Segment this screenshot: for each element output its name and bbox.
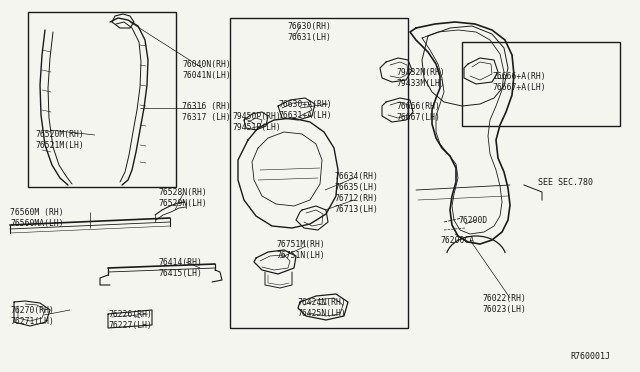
Text: 76751M(RH)
76751N(LH): 76751M(RH) 76751N(LH)	[276, 240, 324, 260]
Text: 76200D: 76200D	[458, 216, 487, 225]
Text: 76560M (RH)
76560MA(LH): 76560M (RH) 76560MA(LH)	[10, 208, 63, 228]
Text: 76226(RH)
76227(LH): 76226(RH) 76227(LH)	[108, 310, 152, 330]
Text: 76634(RH)
76635(LH): 76634(RH) 76635(LH)	[334, 172, 378, 192]
Text: 79432M(RH)
79433M(LH): 79432M(RH) 79433M(LH)	[396, 68, 445, 88]
Text: SEE SEC.780: SEE SEC.780	[538, 178, 593, 187]
Text: 76630+A(RH)
76631+A(LH): 76630+A(RH) 76631+A(LH)	[278, 100, 332, 120]
Text: R760001J: R760001J	[570, 352, 610, 361]
Text: 76528N(RH)
76529N(LH): 76528N(RH) 76529N(LH)	[158, 188, 207, 208]
Text: 76666+A(RH)
76667+A(LH): 76666+A(RH) 76667+A(LH)	[492, 72, 546, 92]
Text: 76040N(RH)
76041N(LH): 76040N(RH) 76041N(LH)	[182, 60, 231, 80]
Text: 76200CA: 76200CA	[440, 236, 474, 245]
Bar	[230, 18, 408, 328]
Text: 76666(RH)
76667(LH): 76666(RH) 76667(LH)	[396, 102, 440, 122]
Text: 76712(RH)
76713(LH): 76712(RH) 76713(LH)	[334, 194, 378, 214]
Text: 76316 (RH)
76317 (LH): 76316 (RH) 76317 (LH)	[182, 102, 231, 122]
Text: 76630(RH)
76631(LH): 76630(RH) 76631(LH)	[287, 22, 331, 42]
Text: 79450P(RH)
79451P(LH): 79450P(RH) 79451P(LH)	[232, 112, 281, 132]
Bar	[28, 12, 176, 187]
Text: 76270(RH)
76271(LH): 76270(RH) 76271(LH)	[10, 306, 54, 326]
Text: 76022(RH)
76023(LH): 76022(RH) 76023(LH)	[482, 294, 526, 314]
Text: 76414(RH)
76415(LH): 76414(RH) 76415(LH)	[158, 258, 202, 278]
Text: 76520M(RH)
76521M(LH): 76520M(RH) 76521M(LH)	[35, 130, 84, 150]
Bar	[462, 42, 620, 126]
Text: 76424N(RH)
76425N(LH): 76424N(RH) 76425N(LH)	[297, 298, 346, 318]
